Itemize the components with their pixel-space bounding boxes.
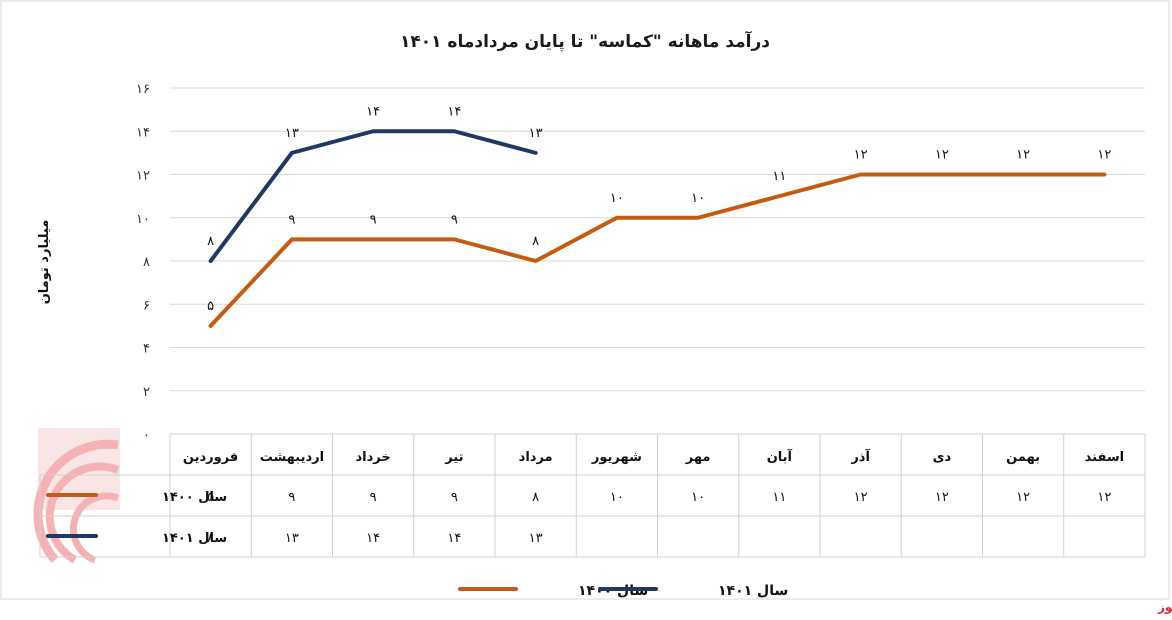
- chart-frame: [0, 0, 1170, 600]
- data-label: ۵: [207, 299, 214, 314]
- table-cell: ۸: [207, 531, 214, 546]
- y-axis-label: میلیارد تومان: [37, 220, 52, 305]
- y-tick-label: ۱۲: [136, 169, 150, 184]
- table-cell: ۹: [288, 490, 295, 505]
- y-tick-label: ۴: [143, 342, 150, 357]
- x-tick-label: اسفند: [1085, 450, 1124, 465]
- x-tick-label: شهریور: [591, 450, 642, 465]
- data-label: ۱۰: [691, 191, 705, 206]
- table-cell: ۱۲: [854, 490, 868, 505]
- table-cell: ۱۴: [447, 531, 461, 546]
- chart-title: درآمد ماهانه "کماسه" تا پایان مردادماه ۱…: [400, 30, 770, 52]
- series-lines: [208, 129, 1107, 328]
- x-tick-label: دی: [933, 450, 952, 465]
- y-tick-label: ۰: [143, 428, 150, 443]
- table-cell: ۵: [207, 490, 214, 505]
- table-cell: ۸: [532, 490, 539, 505]
- data-label: ۱۳: [285, 126, 299, 141]
- data-label: ۹: [288, 212, 295, 227]
- y-tick-label: ۶: [143, 298, 150, 313]
- data-table: فروردین اردیبهشت خرداد تیر مرداد شهریور مهر آبا…: [39, 433, 1146, 558]
- data-label: ۹: [370, 212, 377, 227]
- x-tick-label: آذر: [850, 448, 870, 465]
- data-label: ۱۳: [529, 126, 543, 141]
- x-tick-label: بهمن: [1006, 450, 1040, 465]
- data-label: ۱۲: [1097, 148, 1111, 163]
- data-label: ۸: [532, 234, 539, 249]
- table-cell: ۱۳: [285, 531, 299, 546]
- data-label: ۱۲: [1016, 148, 1030, 163]
- data-label: ۱۲: [935, 148, 949, 163]
- table-cell: ۱۲: [1016, 490, 1030, 505]
- data-label: ۱۰: [610, 191, 624, 206]
- table-cell: ۱۱: [772, 490, 786, 505]
- data-labels: ۵ ۹ ۹ ۹ ۸ ۱۰ ۱۰ ۱۱ ۱۲ ۱۲ ۱۲ ۱۲ ۸ ۱۳ ۱۴ ۱۴ ۱۳: [207, 104, 1111, 314]
- x-tick-label: خرداد: [355, 450, 390, 465]
- data-label: ۱۱: [772, 169, 786, 184]
- x-tick-label: تیر: [444, 450, 463, 465]
- y-tick-label: ۸: [143, 255, 150, 270]
- table-cell: ۱۴: [366, 531, 380, 546]
- table-series-name: سال ۱۴۰۰: [162, 490, 227, 505]
- data-label: ۹: [451, 212, 458, 227]
- table-cell: ۱۰: [691, 490, 705, 505]
- gridlines: [170, 87, 1145, 392]
- table-cell: ۹: [451, 490, 458, 505]
- x-tick-label: مرداد: [519, 450, 553, 465]
- table-cell: ۱۲: [935, 490, 949, 505]
- table-cell: ۱۳: [529, 531, 543, 546]
- data-label: ۱۴: [366, 104, 380, 119]
- table-cell: ۹: [370, 490, 377, 505]
- data-label: ۱۲: [854, 148, 868, 163]
- table-cell: ۱۰: [610, 490, 624, 505]
- x-tick-label: آبان: [767, 448, 793, 465]
- data-label: ۸: [207, 234, 214, 249]
- table-cell: ۱۲: [1097, 490, 1111, 505]
- x-tick-label: اردیبهشت: [260, 450, 324, 465]
- y-tick-label: ۱۶: [136, 82, 150, 97]
- x-tick-label: فروردین: [183, 450, 238, 465]
- series-line: [208, 172, 1107, 328]
- y-tick-label: ۱۴: [136, 125, 150, 140]
- legend-label: سال ۱۴۰۱: [718, 583, 788, 599]
- data-label: ۱۴: [447, 104, 461, 119]
- y-tick-label: ۲: [143, 385, 150, 400]
- series-line: [208, 129, 538, 263]
- x-tick-label: مهر: [685, 450, 711, 465]
- y-axis-ticks: ۰ ۲ ۴ ۶ ۸ ۱۰ ۱۲ ۱۴ ۱۶: [136, 82, 150, 443]
- table-series-name: سال ۱۴۰۱: [162, 531, 227, 546]
- y-tick-label: ۱۰: [136, 212, 150, 227]
- source-label: بورس نیوز: [1157, 600, 1172, 615]
